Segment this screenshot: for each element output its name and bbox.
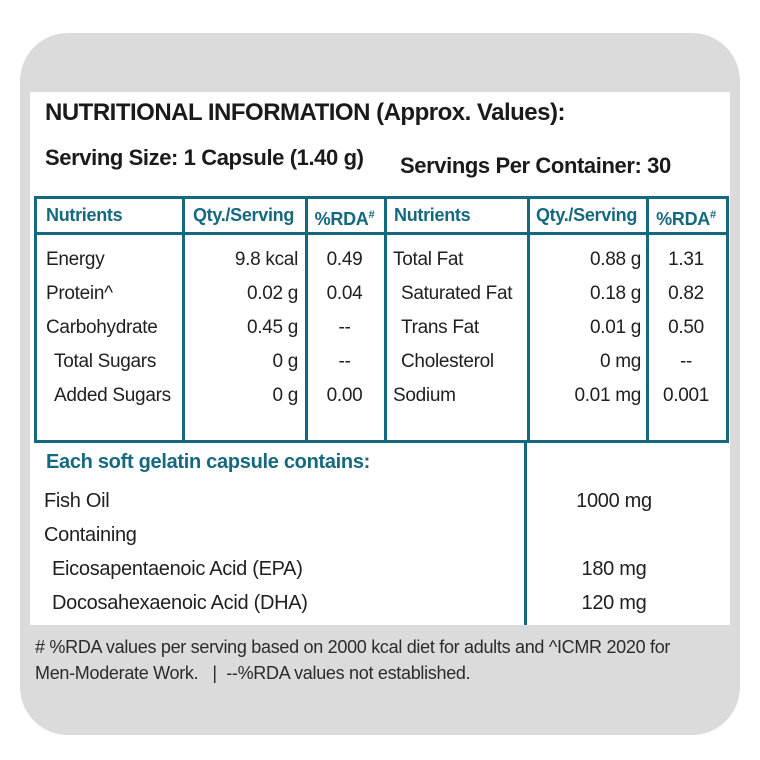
nutrient-qty: 0 g — [272, 385, 298, 406]
nutrient-rda: 0.001 — [662, 385, 710, 406]
capsule-contents-rows: Fish Oil 1000 mg Containing Eicosapentae… — [34, 484, 729, 620]
list-item: Fish Oil 1000 mg — [34, 484, 729, 518]
capsule-contents-section: Each soft gelatin capsule contains: Fish… — [34, 443, 729, 625]
nutrient-rda: 1.31 — [668, 249, 704, 270]
rda-label: %RDA — [314, 209, 369, 229]
ingredient-name: Containing — [44, 524, 137, 546]
footnote-line-2: Men-Moderate Work. | --%RDA values not e… — [35, 663, 471, 683]
footnote: # %RDA values per serving based on 2000 … — [35, 634, 729, 686]
ingredient-name: Eicosapentaenoic Acid (EPA) — [52, 558, 303, 580]
nutrient-qty: 9.8 kcal — [234, 249, 298, 270]
nutrient-rda: -- — [679, 351, 693, 372]
table-header-row: Nutrients Qty./Serving %RDA# Nutrients Q… — [37, 199, 726, 232]
label-panel — [30, 92, 730, 625]
nutrient-rda: -- — [338, 317, 351, 338]
rda-label: %RDA — [656, 209, 710, 229]
table-row: Energy 9.8 kcal 0.49 Total Fat 0.88 g 1.… — [37, 243, 726, 277]
column-divider — [305, 199, 308, 440]
column-divider — [182, 199, 185, 440]
table-row: Total Sugars 0 g -- Cholesterol 0 mg -- — [37, 345, 726, 379]
col-header-nutrients-left: Nutrients — [46, 205, 123, 225]
ingredient-name: Fish Oil — [44, 490, 110, 512]
nutrient-qty: 0.18 g — [589, 283, 641, 304]
nutrient-rda: 0.00 — [326, 385, 363, 406]
column-divider — [646, 199, 649, 440]
table-row: Carbohydrate 0.45 g -- Trans Fat 0.01 g … — [37, 311, 726, 345]
nutrient-name: Trans Fat — [401, 317, 479, 338]
rda-footnote-mark: # — [709, 209, 716, 221]
nutrient-name: Total Sugars — [54, 351, 157, 372]
ingredient-qty: 180 mg — [581, 558, 647, 580]
footnote-line-1: # %RDA values per serving based on 2000 … — [35, 637, 671, 657]
column-divider — [384, 199, 387, 440]
servings-per-container-text: Servings Per Container: 30 — [400, 153, 671, 178]
list-item: Docosahexaenoic Acid (DHA) 120 mg — [34, 586, 729, 620]
nutrient-rda: 0.04 — [326, 283, 363, 304]
nutrient-name: Cholesterol — [401, 351, 494, 372]
nutrient-name: Sodium — [393, 385, 456, 406]
column-divider — [524, 443, 527, 625]
nutrient-qty: 0.01 g — [589, 317, 641, 338]
ingredient-qty: 1000 mg — [576, 490, 652, 512]
nutrient-qty: 0.88 g — [589, 249, 641, 270]
ingredient-name: Docosahexaenoic Acid (DHA) — [52, 592, 308, 614]
nutrient-rda: 0.50 — [668, 317, 704, 338]
serving-size-text: Serving Size: 1 Capsule (1.40 g) — [45, 145, 364, 170]
page-title: NUTRITIONAL INFORMATION (Approx. Values)… — [45, 99, 565, 126]
table-row: Added Sugars 0 g 0.00 Sodium 0.01 mg 0.0… — [37, 379, 726, 413]
nutrient-rda: 0.82 — [668, 283, 704, 304]
col-header-qty-left: Qty./Serving — [192, 205, 295, 225]
col-header-rda-left: %RDA# — [305, 199, 384, 232]
nutrient-rda: -- — [338, 351, 351, 372]
list-item: Containing — [34, 518, 729, 552]
ingredient-qty: 120 mg — [581, 592, 647, 614]
nutrient-qty: 0.02 g — [246, 283, 298, 304]
nutrient-name: Saturated Fat — [401, 283, 513, 304]
nutrient-name: Protein^ — [46, 283, 113, 304]
nutrient-name: Total Fat — [393, 249, 464, 270]
col-header-rda-right: %RDA# — [646, 199, 726, 232]
col-header-qty-right: Qty./Serving — [535, 205, 638, 225]
nutrients-table: Nutrients Qty./Serving %RDA# Nutrients Q… — [34, 196, 729, 443]
list-item: Eicosapentaenoic Acid (EPA) 180 mg — [34, 552, 729, 586]
nutrient-qty: 0 g — [272, 351, 298, 372]
nutrient-name: Added Sugars — [54, 385, 171, 406]
header-divider — [37, 232, 726, 235]
column-divider — [527, 199, 530, 440]
rda-footnote-mark: # — [368, 209, 375, 221]
nutrient-qty: 0.01 mg — [574, 385, 641, 406]
nutrient-name: Carbohydrate — [46, 317, 158, 338]
nutrient-name: Energy — [46, 249, 105, 270]
nutrient-qty: 0 mg — [599, 351, 641, 372]
capsule-contents-heading: Each soft gelatin capsule contains: — [46, 451, 371, 473]
table-body: Energy 9.8 kcal 0.49 Total Fat 0.88 g 1.… — [37, 243, 726, 413]
nutrient-rda: 0.49 — [326, 249, 363, 270]
col-header-nutrients-right: Nutrients — [394, 205, 471, 225]
table-row: Protein^ 0.02 g 0.04 Saturated Fat 0.18 … — [37, 277, 726, 311]
nutrient-qty: 0.45 g — [246, 317, 298, 338]
